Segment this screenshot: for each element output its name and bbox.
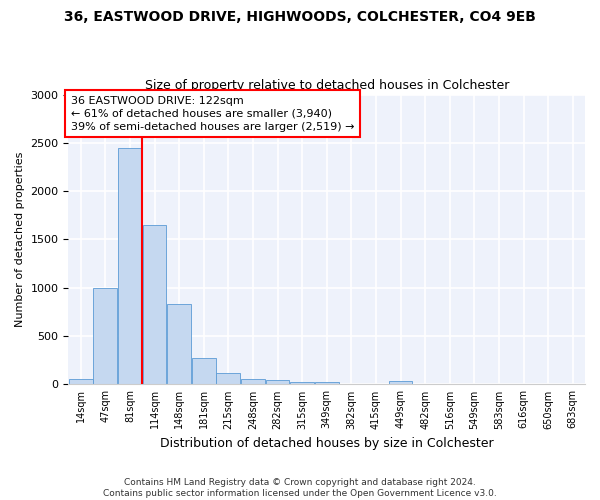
Text: 36 EASTWOOD DRIVE: 122sqm
← 61% of detached houses are smaller (3,940)
39% of se: 36 EASTWOOD DRIVE: 122sqm ← 61% of detac…	[71, 96, 355, 132]
X-axis label: Distribution of detached houses by size in Colchester: Distribution of detached houses by size …	[160, 437, 494, 450]
Bar	[167, 304, 191, 384]
Y-axis label: Number of detached properties: Number of detached properties	[15, 152, 25, 327]
Bar	[94, 288, 117, 384]
Text: 36, EASTWOOD DRIVE, HIGHWOODS, COLCHESTER, CO4 9EB: 36, EASTWOOD DRIVE, HIGHWOODS, COLCHESTE…	[64, 10, 536, 24]
Text: Contains HM Land Registry data © Crown copyright and database right 2024.
Contai: Contains HM Land Registry data © Crown c…	[103, 478, 497, 498]
Bar	[290, 382, 314, 384]
Title: Size of property relative to detached houses in Colchester: Size of property relative to detached ho…	[145, 79, 509, 92]
Bar	[315, 382, 338, 384]
Bar	[192, 358, 215, 384]
Bar	[143, 225, 166, 384]
Bar	[69, 378, 92, 384]
Bar	[241, 379, 265, 384]
Bar	[118, 148, 142, 384]
Bar	[389, 381, 412, 384]
Bar	[217, 373, 240, 384]
Bar	[266, 380, 289, 384]
